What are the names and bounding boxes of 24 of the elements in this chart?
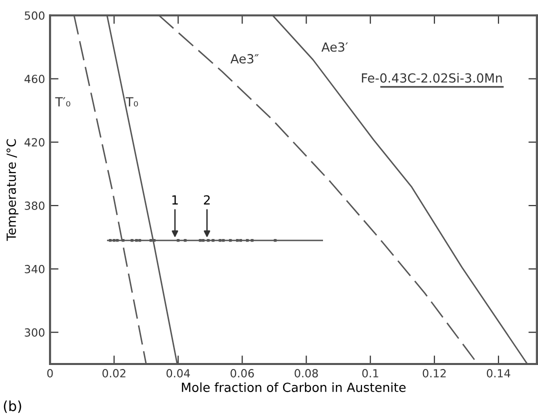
x-tick-label: 0 <box>47 369 53 378</box>
annotation: Fe-0.43C-2.02Si-3.0Mn <box>362 73 502 83</box>
y-tick-label: 300 <box>24 328 44 337</box>
y-tick-label: 500 <box>24 11 44 20</box>
x-tick-label: 0.12 <box>422 369 446 378</box>
series-label: T′₀ <box>55 97 70 106</box>
annotation: 2 <box>204 195 210 204</box>
x-tick-label: 0.08 <box>294 369 318 378</box>
x-tick-label: 0.04 <box>166 369 190 378</box>
y-tick-label: 460 <box>24 74 44 84</box>
series-label: Ae3″ <box>230 54 259 64</box>
annotation: 1 <box>172 195 178 204</box>
y-axis-title: Temperature /°C <box>6 139 18 241</box>
y-tick-label: 380 <box>24 202 44 210</box>
y-tick-label: 340 <box>24 264 44 274</box>
x-tick-label: 0.14 <box>486 369 510 378</box>
series-label: T₀ <box>126 97 138 106</box>
x-tick-label: 0.06 <box>230 369 254 378</box>
y-tick-label: 420 <box>24 138 44 147</box>
series-label: Ae3′ <box>321 42 348 52</box>
text: (b) <box>4 400 22 413</box>
x-tick-label: 0.1 <box>362 369 378 378</box>
x-tick-label: 0.02 <box>102 369 126 378</box>
x-axis-title: Mole fraction of Carbon in Austenite <box>182 382 406 392</box>
